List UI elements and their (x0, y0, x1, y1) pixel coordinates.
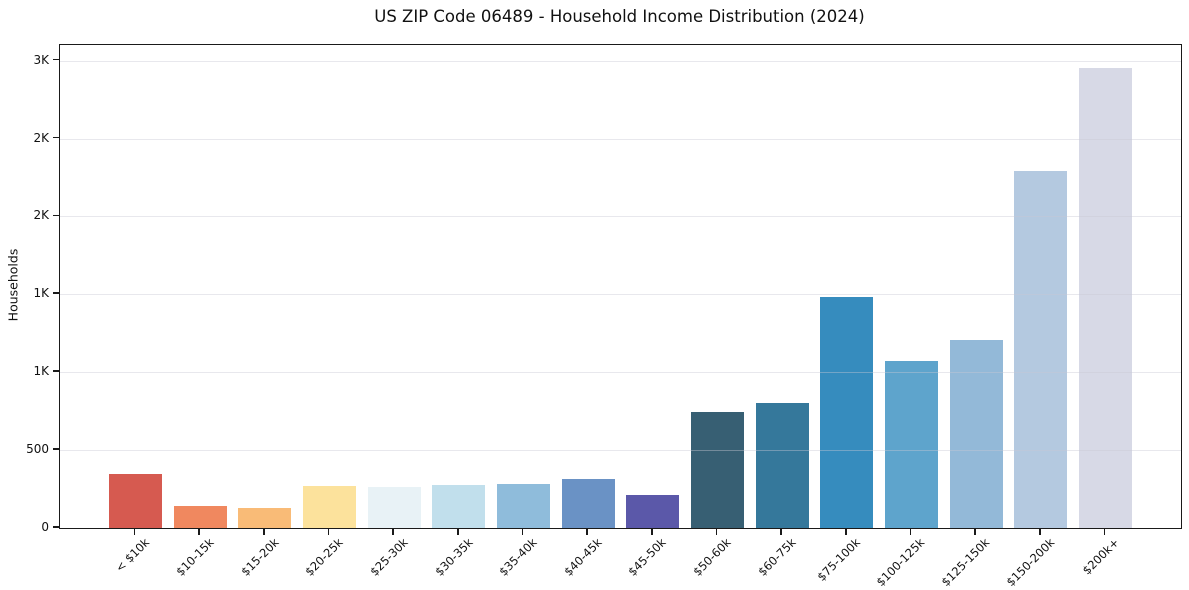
y-tick-label: 1K (33, 364, 49, 379)
x-tick-mark (133, 529, 136, 535)
x-tick-label: $25-30k (366, 535, 411, 579)
bar (109, 473, 163, 528)
x-tick-label: $40-45k (560, 535, 605, 579)
x-tick-mark (1103, 529, 1106, 535)
y-axis-label: Households (5, 248, 21, 322)
x-tick-label: $60-75k (754, 535, 799, 579)
bar (626, 495, 680, 528)
x-tick-label: $100-125k (873, 535, 928, 590)
gridline (60, 450, 1181, 452)
plot-area (59, 44, 1182, 529)
x-tick-label: $10-15k (173, 535, 217, 579)
bar (561, 478, 615, 528)
y-tick-mark (53, 448, 59, 450)
bar (755, 402, 809, 528)
gridline (60, 138, 1181, 140)
x-tick-mark (327, 529, 330, 535)
chart-title: US ZIP Code 06489 - Household Income Dis… (374, 7, 865, 26)
y-tick-mark (53, 292, 59, 295)
x-tick-mark (974, 529, 976, 535)
bar (173, 505, 227, 528)
y-tick-label: 1K (33, 286, 49, 301)
gridline (60, 60, 1181, 62)
x-tick-mark (198, 529, 201, 535)
x-tick-mark (844, 529, 847, 535)
gridline (60, 216, 1181, 218)
y-tick-label: 3K (33, 52, 49, 67)
x-tick-mark (650, 529, 653, 535)
y-tick-mark (53, 214, 59, 217)
x-tick-label: $45-50k (625, 535, 670, 579)
y-tick-label: 2K (33, 208, 49, 223)
x-tick-label: $35-40k (496, 535, 540, 579)
y-tick-label: 500 (26, 442, 49, 457)
bar (1014, 170, 1068, 528)
x-tick-mark (263, 529, 265, 535)
bar (238, 508, 292, 528)
bar (884, 360, 938, 528)
bar (303, 485, 357, 528)
x-tick-label: $20-25k (302, 535, 346, 579)
x-tick-label: $200k+ (1079, 535, 1122, 578)
y-tick-label: 0 (41, 520, 49, 534)
y-tick-mark (53, 370, 59, 373)
bar (432, 485, 486, 528)
y-tick-mark (53, 58, 59, 61)
x-tick-mark (1038, 529, 1041, 535)
x-tick-label: $15-20k (237, 535, 282, 579)
x-tick-label: < $10k (112, 535, 152, 575)
x-tick-mark (909, 529, 912, 535)
x-tick-label: $150-200k (1003, 535, 1057, 590)
bar (1078, 68, 1132, 528)
bar (367, 486, 421, 528)
y-tick-mark (53, 526, 59, 528)
y-tick-mark (53, 136, 59, 139)
x-tick-mark (586, 529, 589, 535)
bar (690, 412, 744, 528)
bar (949, 340, 1003, 528)
x-tick-label: $75-100k (814, 535, 864, 584)
y-tick-label: 2K (33, 130, 49, 145)
x-tick-mark (392, 529, 395, 535)
x-tick-mark (521, 529, 524, 535)
x-tick-label: $30-35k (431, 535, 476, 579)
x-tick-label: $50-60k (690, 535, 734, 579)
gridline (60, 294, 1181, 296)
bar (497, 484, 551, 528)
gridline (60, 372, 1181, 374)
x-tick-mark (715, 529, 718, 535)
x-tick-mark (457, 529, 459, 535)
bar (820, 297, 874, 528)
x-tick-mark (780, 529, 782, 535)
x-tick-label: $125-150k (938, 535, 993, 590)
